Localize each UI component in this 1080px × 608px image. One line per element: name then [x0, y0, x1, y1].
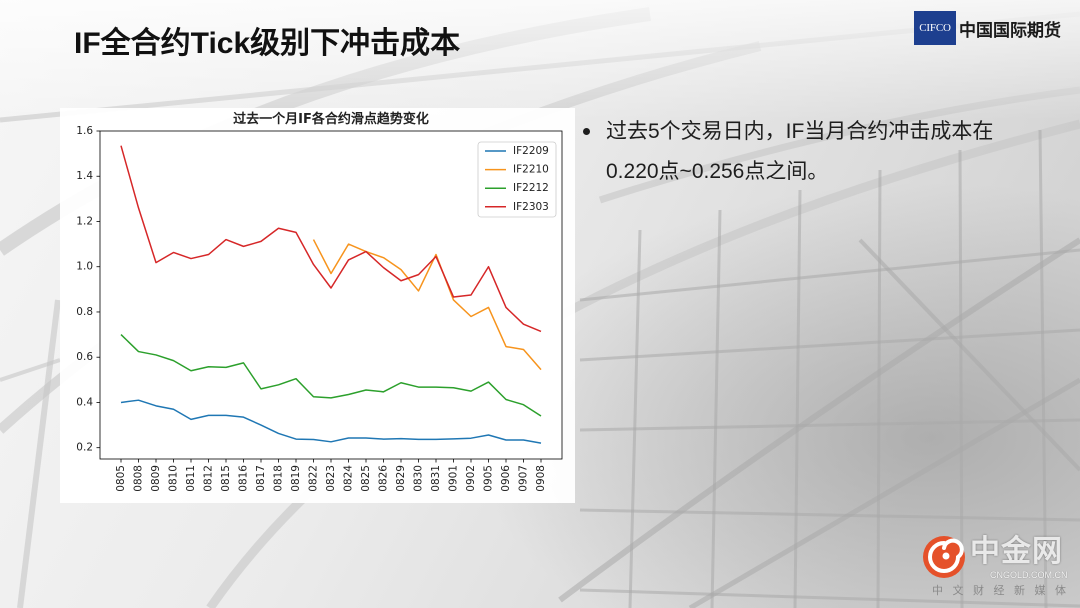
x-tick-label: 0830 — [413, 465, 425, 492]
x-tick-label: 0810 — [168, 465, 180, 492]
x-tick-label: 0819 — [290, 465, 302, 492]
series-line-if2212 — [120, 334, 542, 417]
x-tick-label: 0908 — [535, 465, 547, 492]
legend-label-if2212: IF2212 — [513, 182, 549, 194]
background-lattice-bar — [579, 588, 1080, 608]
line-chart: 过去一个月IF各合约滑点趋势变化 0.2 0.4 0.6 0.8 1.0 1.2 1.4 1.6… — [76, 111, 563, 492]
x-tick-label: 0816 — [238, 465, 250, 492]
y-tick-label: 1.2 — [76, 215, 93, 227]
background-rib — [0, 358, 61, 382]
background-lattice — [558, 129, 1080, 608]
y-tick-label: 0.8 — [76, 306, 93, 318]
background-lattice-beam — [558, 237, 1080, 603]
x-tick-label: 0818 — [273, 465, 285, 492]
x-tick-label: 0809 — [150, 465, 162, 492]
watermark-domain: CNGOLD.COM.CN — [990, 570, 1068, 580]
background-lattice-bar — [710, 209, 722, 608]
x-tick-label: 0812 — [203, 465, 215, 492]
series-line-if2209 — [120, 399, 542, 444]
slide-title: IF全合约Tick级别下冲击成本 — [74, 27, 461, 60]
background-rib — [17, 299, 61, 608]
x-tick-label: 0902 — [465, 465, 477, 492]
legend-label-if2209: IF2209 — [513, 145, 549, 157]
legend-label-if2303: IF2303 — [513, 201, 549, 213]
x-tick-label: 0815 — [220, 465, 232, 492]
emblem-dot — [942, 552, 950, 560]
x-tick-label: 0905 — [483, 465, 495, 492]
y-axis: 0.2 0.4 0.6 0.8 1.0 1.2 1.4 1.6 — [76, 125, 100, 454]
y-tick-label: 1.6 — [76, 125, 93, 137]
cifco-logo-name: 中国国际期货 — [959, 20, 1061, 40]
x-tick-label: 0817 — [255, 465, 267, 492]
chart-panel: 过去一个月IF各合约滑点趋势变化 0.2 0.4 0.6 0.8 1.0 1.2 1.4 1.6… — [60, 108, 575, 503]
background-lattice-bar — [876, 169, 882, 608]
background-lattice-bar — [1038, 129, 1048, 608]
bullet-text: 过去5个交易日内，IF当月合约冲击成本在0.220点~0.256点之间。 — [606, 120, 994, 183]
bullet-list: 过去5个交易日内，IF当月合约冲击成本在0.220点~0.256点之间。 — [580, 112, 1030, 192]
swirl-logo-icon — [923, 536, 965, 578]
background-lattice-bar — [579, 508, 1080, 522]
x-tick-label: 0831 — [430, 465, 442, 492]
x-axis: 0805 0808 0809 0810 0811 0812 0815 0816 0817 0818… — [115, 459, 547, 492]
legend-box — [477, 141, 557, 218]
chart-title: 过去一个月IF各合约滑点趋势变化 — [233, 111, 429, 127]
background-lattice-bar — [579, 328, 1080, 362]
background-lattice-bar — [793, 189, 802, 608]
x-tick-label: 0907 — [518, 465, 530, 492]
background-top-haze — [0, 0, 1080, 120]
chart-legend: IF2209 IF2210 IF2212 IF2303 — [477, 141, 557, 218]
cifco-logo-badge: CIFCO — [914, 11, 956, 45]
y-tick-label: 0.4 — [76, 396, 93, 408]
x-tick-label: 0823 — [325, 465, 337, 492]
x-tick-label: 0824 — [343, 465, 355, 492]
watermark-tagline: 中 文 财 经 新 媒 体 — [932, 584, 1069, 597]
series-line-if2210 — [312, 239, 542, 371]
bullet-item: 过去5个交易日内，IF当月合约冲击成本在0.220点~0.256点之间。 — [580, 112, 1030, 192]
legend-label-if2210: IF2210 — [513, 164, 549, 176]
x-tick-label: 0829 — [395, 465, 407, 492]
background-lattice-bar — [579, 248, 1080, 302]
background-lattice-beam — [858, 238, 1080, 472]
x-tick-label: 0906 — [500, 465, 512, 492]
x-tick-label: 0822 — [308, 465, 320, 492]
x-tick-label: 0811 — [185, 465, 197, 492]
background-lattice-bar — [579, 418, 1080, 432]
x-tick-label: 0901 — [448, 465, 460, 492]
y-tick-label: 1.4 — [76, 170, 93, 182]
background-lattice-beam — [688, 377, 1080, 608]
bullet-marker — [583, 128, 590, 135]
y-tick-label: 1.0 — [76, 261, 93, 273]
x-tick-label: 0808 — [133, 465, 145, 492]
series-line-if2303 — [120, 145, 542, 333]
x-tick-label: 0805 — [115, 465, 127, 492]
x-tick-label: 0826 — [378, 465, 390, 492]
emblem-swirl — [928, 538, 964, 573]
y-tick-label: 0.6 — [76, 351, 93, 363]
background-lattice-bar — [958, 149, 964, 608]
cifco-logo: CIFCO 中国国际期货 — [914, 11, 1061, 45]
y-tick-label: 0.2 — [76, 442, 93, 454]
cngold-watermark: 中金网 CNGOLD.COM.CN 中 文 财 经 新 媒 体 — [918, 532, 1073, 602]
watermark-name: 中金网 — [970, 534, 1063, 569]
x-tick-label: 0825 — [360, 465, 372, 492]
